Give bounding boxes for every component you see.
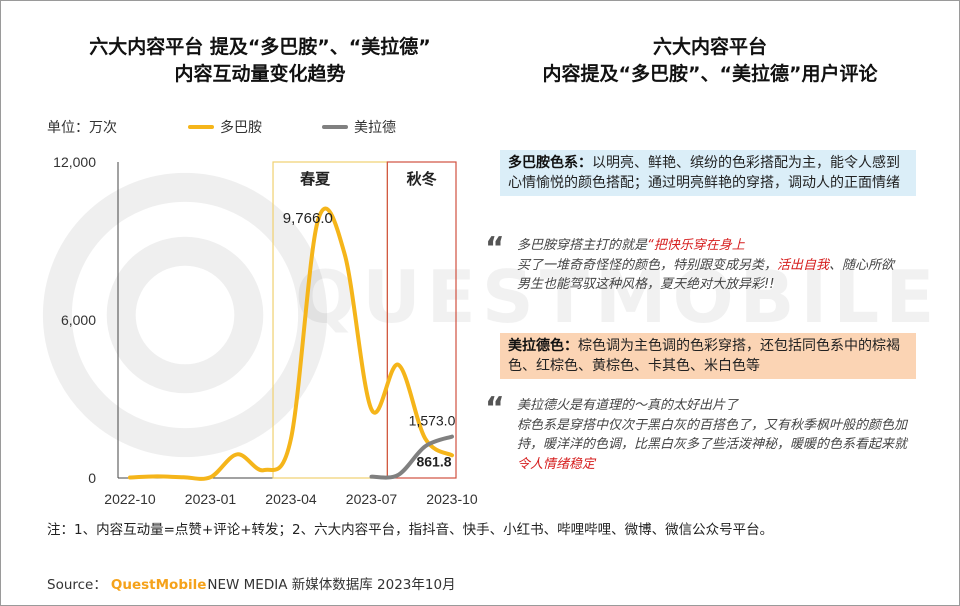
legend-maillard-label: 美拉德 (354, 120, 396, 136)
dopamine-quote-line3: 男生也能驾驭这种风格，夏天绝对大放异彩!! (517, 277, 775, 292)
left-title: 六大内容平台 提及“多巴胺”、“美拉德” 内容互动量变化趋势 (30, 34, 490, 88)
maillard-definition-body: 棕色调为主色调的色彩穿搭，还包括同色系中的棕褐色、红棕色、黄棕色、卡其色、米白色… (508, 338, 900, 374)
dopamine-series-line (128, 206, 454, 481)
data-label-dopamine-peak: 9,766.0 (283, 210, 333, 227)
legend-maillard: 美拉德 (322, 117, 396, 137)
legend-dopamine-label: 多巴胺 (220, 120, 262, 136)
right-title-line2: 内容提及“多巴胺”、“美拉德”用户评论 (542, 63, 878, 85)
x-tick-label: 2023-07 (346, 491, 398, 507)
dopamine-definition-panel: 多巴胺色系：以明亮、鲜艳、缤纷的色彩搭配为主，能令人感到心情愉悦的颜色搭配；通过… (500, 150, 916, 196)
dopamine-quote-line2-c: 、随心所欲 (829, 257, 895, 273)
maillard-definition-head: 美拉德色： (508, 338, 578, 354)
maillard-definition-panel: 美拉德色：棕色调为主色调的色彩穿搭，还包括同色系中的棕褐色、红棕色、黄棕色、卡其… (500, 333, 916, 379)
dopamine-definition-body: 以明亮、鲜艳、缤纷的色彩搭配为主，能令人感到心情愉悦的颜色搭配；通过明亮鲜艳的穿… (508, 155, 900, 191)
right-title: 六大内容平台 内容提及“多巴胺”、“美拉德”用户评论 (480, 34, 940, 88)
season-region-label: 春夏 (300, 170, 331, 188)
watermark-logo-icon (42, 172, 328, 458)
maillard-quote-highlight: 令人情绪稳定 (517, 456, 596, 472)
source-line: Source： QuestMobile NEW MEDIA 新媒体数据库 202… (47, 573, 456, 593)
x-tick-label: 2023-04 (265, 491, 317, 507)
legend-dopamine-swatch (188, 125, 214, 129)
data-label-dopamine-last: 861.8 (416, 453, 451, 469)
dopamine-definition-head: 多巴胺色系： (508, 155, 592, 171)
legend-maillard-swatch (322, 125, 348, 129)
maillard-series-line (369, 434, 454, 480)
legend-dopamine: 多巴胺 (188, 117, 262, 137)
source-prefix: Source： (47, 577, 107, 593)
quote-mark-icon: “ (485, 231, 505, 266)
watermark-text: QUESTMOBILE (295, 255, 941, 339)
x-tick-label: 2023-10 (426, 491, 478, 507)
source-rest: NEW MEDIA 新媒体数据库 2023年10月 (207, 577, 456, 593)
season-region-label: 秋冬 (407, 170, 437, 188)
dopamine-quote-line1-a: 多巴胺穿搭主打的就是 (517, 238, 648, 253)
y-tick-label: 0 (88, 470, 96, 486)
season-region-box (386, 161, 457, 479)
dopamine-quote-line2-a: 买了一堆奇奇怪怪的颜色，特别跟变成另类， (517, 257, 778, 273)
maillard-quote-line2: 棕色系是穿搭中仅次于黑白灰的百搭色了，又有秋季枫叶般的颜色加持，暖洋洋的色调，比… (517, 416, 907, 475)
dopamine-quote-text: 多巴胺穿搭主打的就是“把快乐穿在身上 买了一堆奇奇怪怪的颜色，特别跟变成另类，活… (517, 236, 907, 295)
maillard-quote-line2-a: 棕色系是穿搭中仅次于黑白灰的百搭色了，又有秋季枫叶般的颜色加持，暖洋洋的色调，比… (517, 417, 908, 453)
x-tick-label: 2022-10 (104, 491, 156, 507)
quote-mark-icon: “ (485, 391, 505, 426)
footnote: 注：1、内容互动量=点赞+评论+转发；2、六大内容平台，指抖音、快手、小红书、哔… (47, 522, 774, 538)
dopamine-quote-line2: 买了一堆奇奇怪怪的颜色，特别跟变成另类，活出自我、随心所欲 (517, 256, 907, 276)
dopamine-quote-highlight-1: “把快乐穿在身上 (647, 238, 745, 253)
maillard-quote-text: 美拉德火是有道理的～真的太好出片了 棕色系是穿搭中仅次于黑白灰的百搭色了，又有秋… (517, 396, 907, 474)
data-label-maillard-last: 1,573.0 (409, 413, 456, 429)
y-tick-label: 6,000 (61, 312, 96, 328)
left-title-line1: 六大内容平台 提及“多巴胺”、“美拉德” (89, 36, 431, 58)
unit-label: 单位：万次 (47, 120, 117, 136)
maillard-quote-line1: 美拉德火是有道理的～真的太好出片了 (517, 398, 739, 413)
right-title-line1: 六大内容平台 (652, 36, 767, 58)
left-title-line2: 内容互动量变化趋势 (174, 63, 346, 85)
y-tick-label: 12,000 (53, 154, 96, 170)
x-tick-label: 2023-01 (185, 491, 237, 507)
source-brand: QuestMobile (110, 577, 207, 593)
dopamine-quote-line1: 多巴胺穿搭主打的就是“把快乐穿在身上 (517, 236, 907, 256)
dopamine-quote-highlight-2: 活出自我 (777, 257, 830, 273)
